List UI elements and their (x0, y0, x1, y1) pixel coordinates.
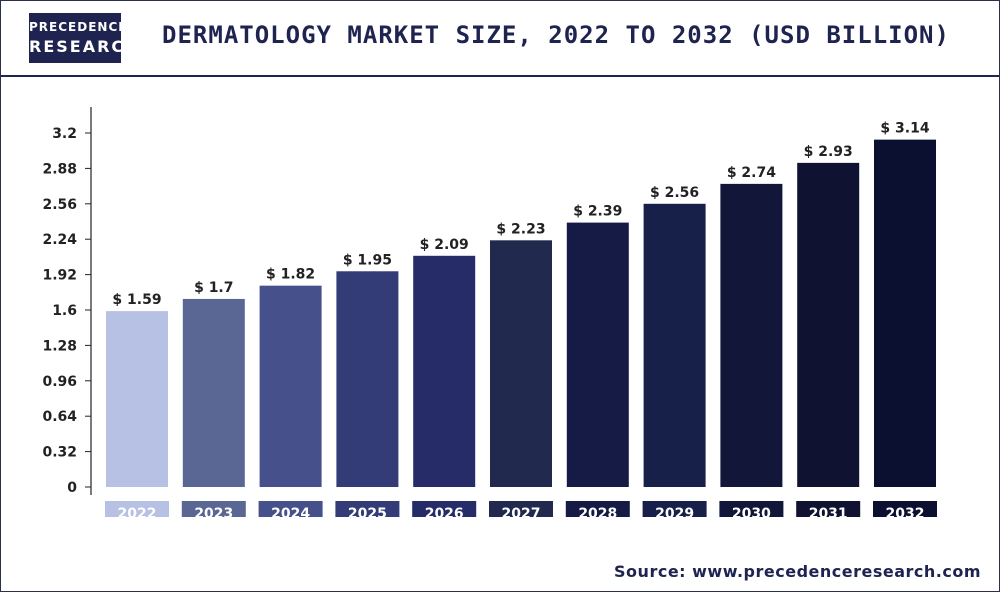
bar-2027 (490, 240, 552, 487)
y-tick-label: 2.88 (42, 161, 77, 177)
bar-2028 (566, 222, 629, 487)
y-tick-label: 0.32 (42, 445, 77, 461)
logo-line-1: PRECEDENCE (29, 20, 128, 34)
bar-chart: 0 0.32 0.64 0.96 1.28 1.6 1.92 2.24 2.56 2.88 3.2 $… (42, 107, 937, 517)
category-box-2029 (642, 501, 707, 517)
bar-2026 (413, 255, 476, 487)
category-box-2023 (181, 501, 246, 517)
logo-line-2: RESEARCH (29, 37, 141, 56)
y-tick-label: 3.2 (52, 126, 77, 142)
category-box-2027 (489, 501, 553, 517)
category-label-2022: 2022 (118, 506, 157, 517)
y-tick-label: 2.24 (42, 232, 77, 248)
value-label-2029: $ 2.56 (650, 185, 699, 201)
y-tick-label: 0.64 (42, 409, 77, 425)
bar-2024 (259, 285, 322, 487)
bar-2032 (874, 139, 936, 487)
bar-2029 (643, 203, 706, 488)
category-label-2026: 2026 (425, 506, 464, 517)
bar-2030 (720, 183, 783, 487)
category-label-2030: 2030 (732, 506, 771, 517)
category-box-2030 (719, 501, 784, 517)
value-label-2028: $ 2.39 (573, 204, 622, 220)
value-label-2023: $ 1.7 (194, 280, 233, 296)
category-label-2029: 2029 (655, 506, 694, 517)
value-label-2026: $ 2.09 (420, 237, 469, 253)
value-label-2030: $ 2.74 (727, 165, 776, 181)
chart-title: DERMATOLOGY MARKET SIZE, 2022 TO 2032 (U… (162, 21, 950, 49)
source-note: Source: www.precedenceresearch.com (614, 562, 981, 581)
category-label-2027: 2027 (502, 506, 541, 517)
y-tick-label: 1.92 (42, 268, 77, 284)
y-tick-label: 0 (67, 480, 77, 496)
brand-logo: PRECEDENCE RESEARCH (29, 13, 141, 63)
category-box-2026 (412, 501, 477, 517)
value-label-2025: $ 1.95 (343, 252, 392, 268)
value-label-2024: $ 1.82 (266, 267, 315, 283)
category-box-2022 (105, 501, 169, 517)
value-label-2031: $ 2.93 (804, 144, 853, 160)
bar-2031 (797, 162, 860, 487)
category-label-2024: 2024 (271, 506, 310, 517)
category-box-2024 (258, 501, 323, 517)
category-box-2028 (565, 501, 630, 517)
y-tick-label: 1.28 (42, 338, 77, 354)
value-label-2027: $ 2.23 (496, 221, 545, 237)
y-tick-label: 1.6 (52, 303, 77, 319)
category-label-2023: 2023 (194, 506, 233, 517)
bar-2023 (182, 298, 245, 487)
category-box-2025 (335, 501, 400, 517)
category-label-2025: 2025 (348, 506, 387, 517)
category-label-2032: 2032 (886, 506, 925, 517)
y-tick-label: 0.96 (42, 374, 77, 390)
header: PRECEDENCE RESEARCH DERMATOLOGY MARKET S… (1, 1, 999, 77)
value-label-2032: $ 3.14 (880, 121, 929, 137)
category-box-2031 (796, 501, 861, 517)
value-label-2022: $ 1.59 (112, 292, 161, 308)
category-box-2032 (873, 501, 937, 517)
y-tick-label: 2.56 (42, 197, 77, 213)
category-label-2031: 2031 (809, 506, 848, 517)
bar-2025 (336, 271, 399, 487)
category-label-2028: 2028 (578, 506, 617, 517)
bar-2022 (106, 311, 168, 487)
